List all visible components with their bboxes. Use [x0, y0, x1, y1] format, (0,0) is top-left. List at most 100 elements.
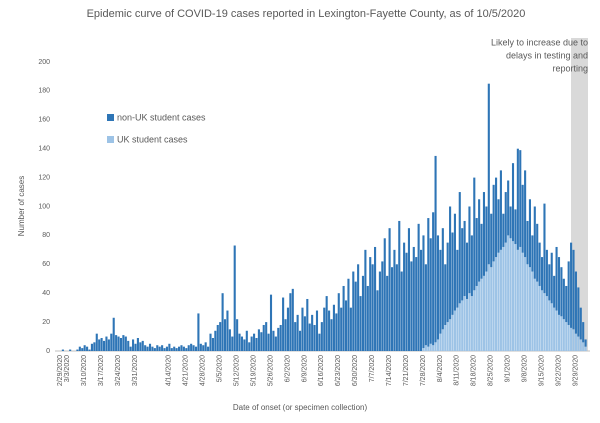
bar-segment	[78, 346, 81, 351]
bar-segment	[499, 249, 502, 351]
bar-segment	[521, 184, 524, 253]
bar-segment	[495, 257, 498, 351]
x-tick-label: 4/28/2020	[200, 355, 207, 386]
bar-segment	[470, 296, 473, 351]
bar-segment	[223, 319, 227, 351]
bar-segment	[354, 281, 357, 351]
bar-segment	[536, 281, 539, 351]
bar-segment	[572, 249, 575, 330]
x-axis-title: Date of onset (or specimen collection)	[233, 403, 368, 412]
bar-segment	[158, 346, 161, 351]
bar-segment	[141, 340, 144, 351]
bar-segment	[175, 348, 178, 351]
bar-segment	[519, 150, 522, 247]
bar-segment	[468, 293, 471, 351]
bar-segment	[492, 261, 495, 351]
bar-segment	[480, 223, 483, 279]
y-tick-label: 200	[38, 59, 50, 66]
bar-segment	[487, 83, 490, 265]
bar-segment	[453, 213, 456, 311]
bar-segment	[521, 252, 524, 351]
bar-segment	[250, 336, 253, 351]
bar-segment	[134, 343, 137, 351]
bar-segment	[424, 264, 427, 346]
bar-segment	[289, 293, 292, 351]
x-tick-label: 8/25/2020	[488, 355, 495, 386]
bar-segment	[320, 322, 323, 351]
bar-segment	[524, 257, 527, 351]
bar-segment	[352, 271, 355, 351]
bar-segment	[538, 285, 541, 351]
bar-segment	[473, 177, 476, 291]
bar-segment	[83, 345, 86, 351]
bar-segment	[509, 238, 512, 351]
annotation: delays in testing and	[506, 50, 588, 60]
bar-segment	[318, 333, 321, 351]
bar-segment	[439, 333, 442, 351]
bar-segment	[543, 293, 546, 351]
bar-segment	[567, 324, 570, 351]
bar-segment	[427, 218, 430, 347]
bar-segment	[555, 246, 558, 311]
y-axis-title: Number of cases	[17, 176, 26, 236]
bar-segment	[463, 296, 466, 351]
bar-segment	[536, 223, 539, 282]
bar-segment	[541, 290, 544, 351]
bar-segment	[93, 342, 96, 351]
x-tick-label: 5/12/2020	[234, 355, 241, 386]
bar-segment	[405, 252, 408, 351]
bar-segment	[376, 290, 379, 351]
bar-segment	[502, 246, 505, 351]
bar-segment	[567, 261, 570, 325]
bar-segment	[557, 257, 561, 315]
bar-segment	[461, 300, 464, 351]
bar-segment	[173, 346, 176, 351]
bar-segment	[579, 307, 582, 340]
x-tick-label: 2/29/2020	[57, 355, 64, 386]
bar-segment	[531, 235, 534, 272]
bar-segment	[415, 257, 418, 351]
x-tick-label: 3/10/2020	[81, 355, 88, 386]
bar-segment	[386, 275, 389, 351]
bar-segment	[262, 324, 265, 351]
bar-segment	[584, 346, 587, 351]
x-tick-label: 8/4/2020	[437, 355, 444, 382]
bar-segment	[311, 314, 314, 351]
bar-segment	[444, 264, 447, 325]
bar-segment	[434, 155, 437, 343]
bar-segment	[233, 245, 236, 351]
bar-segment	[560, 316, 563, 351]
legend-label: UK student cases	[117, 134, 188, 144]
bar-segment	[516, 148, 519, 250]
bar-segment	[482, 192, 486, 276]
bar-segment	[400, 271, 403, 351]
x-tick-label: 5/5/2020	[217, 355, 224, 382]
bar-segment	[344, 300, 348, 351]
bar-segment	[282, 297, 285, 351]
bar-segment	[148, 343, 152, 351]
annotation: Likely to increase due to	[491, 37, 588, 47]
bar-segment	[565, 285, 568, 323]
y-tick-label: 0	[46, 348, 50, 355]
bar-segment	[412, 246, 415, 351]
bar-segment	[236, 319, 239, 351]
bar-segment	[136, 337, 139, 351]
bar-segment	[480, 278, 483, 351]
y-tick-label: 60	[42, 261, 50, 268]
x-tick-label: 6/2/2020	[284, 355, 291, 382]
x-tick-label: 9/29/2020	[572, 355, 579, 386]
bar-segment	[504, 242, 507, 351]
bar-segment	[161, 345, 164, 351]
bar-segment	[478, 281, 481, 351]
x-tick-label: 9/8/2020	[521, 355, 528, 382]
x-tick-label: 5/26/2020	[267, 355, 274, 386]
bar-segment	[180, 345, 183, 351]
bar-segment	[555, 310, 558, 351]
bar-segment	[572, 329, 575, 351]
bar-segment	[238, 333, 241, 351]
bar-segment	[100, 337, 103, 351]
bar-segment	[294, 322, 297, 351]
y-tick-label: 120	[38, 174, 50, 181]
bar-segment	[170, 348, 173, 351]
y-tick-label: 140	[38, 146, 50, 153]
